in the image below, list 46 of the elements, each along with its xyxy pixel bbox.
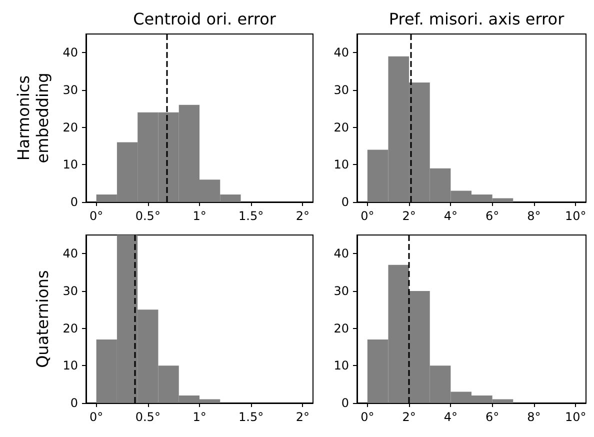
y-tick-label: 20 xyxy=(62,321,78,336)
y-tick-label: 0 xyxy=(341,396,349,410)
x-tick-label: 1° xyxy=(192,209,206,223)
x-tick-label: 0.5° xyxy=(135,209,160,223)
y-tick-label: 0 xyxy=(341,195,349,209)
y-tick-label: 30 xyxy=(334,284,349,298)
x-tick-label: 0° xyxy=(360,209,374,223)
y-tick-label: 20 xyxy=(334,321,349,336)
x-tick-label: 8° xyxy=(527,410,541,424)
x-tick-label: 0° xyxy=(90,410,104,424)
y-tick-label: 40 xyxy=(334,246,349,261)
y-tick-label: 30 xyxy=(62,284,78,298)
y-tick-label: 0 xyxy=(70,195,78,209)
x-tick-label: 4° xyxy=(444,410,458,424)
x-tick-label: 2° xyxy=(296,209,310,223)
x-tick-label: 2° xyxy=(296,410,310,424)
x-tick-label: 0° xyxy=(90,209,104,223)
y-tick-label: 40 xyxy=(334,46,349,60)
y-tick-label: 40 xyxy=(62,246,78,261)
y-tick-label: 30 xyxy=(62,83,78,97)
y-axis-title: Quaternions xyxy=(32,270,52,368)
x-tick-label: 6° xyxy=(486,410,500,424)
x-tick-label: 1.5° xyxy=(238,410,264,424)
y-tick-label: 20 xyxy=(62,120,78,134)
x-tick-label: 10° xyxy=(564,209,586,223)
x-tick-label: 8° xyxy=(527,209,541,223)
x-tick-label: 10° xyxy=(564,410,586,424)
x-tick-label: 2° xyxy=(402,209,416,223)
x-tick-label: 0.5° xyxy=(135,410,160,424)
y-tick-label: 0 xyxy=(70,396,78,410)
y-tick-label: 10 xyxy=(334,358,349,373)
y-tick-label: 40 xyxy=(62,46,78,60)
x-tick-label: 6° xyxy=(486,209,500,223)
chart-title: Centroid ori. error xyxy=(133,10,276,28)
y-tick-label: 10 xyxy=(62,358,78,373)
x-tick-label: 0° xyxy=(360,410,374,424)
x-tick-label: 4° xyxy=(444,209,458,223)
x-tick-label: 1.5° xyxy=(238,209,264,223)
y-axis-title: Harmonics embedding xyxy=(14,72,52,164)
x-tick-label: 1° xyxy=(192,410,206,424)
chart-title: Pref. misori. axis error xyxy=(388,10,565,28)
y-tick-label: 10 xyxy=(62,158,78,172)
x-tick-label: 2° xyxy=(402,410,416,424)
y-tick-label: 10 xyxy=(334,158,349,172)
y-tick-label: 30 xyxy=(334,83,349,97)
y-tick-label: 20 xyxy=(334,120,349,134)
